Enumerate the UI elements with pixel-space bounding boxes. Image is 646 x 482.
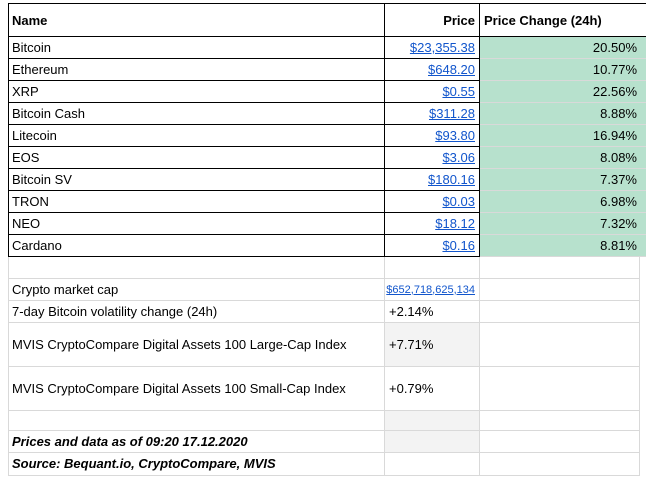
column-header-name: Name — [8, 4, 385, 37]
source-note: Source: Bequant.io, CryptoCompare, MVIS — [8, 453, 385, 476]
price-cell: $648.20 — [385, 59, 480, 81]
price-link[interactable]: $0.55 — [442, 84, 475, 99]
stat-label: MVIS CryptoCompare Digital Assets 100 La… — [8, 323, 385, 367]
data-timestamp-note: Prices and data as of 09:20 17.12.2020 — [8, 431, 385, 453]
table-row: Litecoin $93.80 16.94% — [8, 125, 646, 147]
price-change-cell: 6.98% — [480, 191, 646, 213]
price-change-cell: 7.32% — [480, 213, 646, 235]
stat-label: 7-day Bitcoin volatility change (24h) — [8, 301, 385, 323]
price-cell: $180.16 — [385, 169, 480, 191]
stats-section: Crypto market cap $652,718,625,134 7-day… — [8, 257, 646, 476]
crypto-name-cell: TRON — [8, 191, 385, 213]
stat-row: 7-day Bitcoin volatility change (24h) +2… — [8, 301, 646, 323]
table-header-row: Name Price Price Change (24h) — [8, 4, 646, 37]
price-link[interactable]: $180.16 — [428, 172, 475, 187]
price-cell: $3.06 — [385, 147, 480, 169]
crypto-name-cell: XRP — [8, 81, 385, 103]
stat-value-cell: $652,718,625,134 — [385, 279, 480, 301]
market-cap-link[interactable]: $652,718,625,134 — [386, 283, 475, 296]
price-cell: $23,355.38 — [385, 37, 480, 59]
column-header-price: Price — [385, 4, 480, 37]
footer-row: Source: Bequant.io, CryptoCompare, MVIS — [8, 453, 646, 476]
stat-label: Crypto market cap — [8, 279, 385, 301]
price-cell: $0.55 — [385, 81, 480, 103]
price-change-cell: 8.81% — [480, 235, 646, 257]
price-cell: $93.80 — [385, 125, 480, 147]
stat-value: +0.79% — [385, 367, 480, 411]
table-row: Bitcoin $23,355.38 20.50% — [8, 37, 646, 59]
crypto-name-cell: Bitcoin Cash — [8, 103, 385, 125]
price-change-cell: 22.56% — [480, 81, 646, 103]
stat-row: MVIS CryptoCompare Digital Assets 100 La… — [8, 323, 646, 367]
stat-label: MVIS CryptoCompare Digital Assets 100 Sm… — [8, 367, 385, 411]
price-change-cell: 16.94% — [480, 125, 646, 147]
crypto-name-cell: NEO — [8, 213, 385, 235]
price-change-cell: 7.37% — [480, 169, 646, 191]
price-link[interactable]: $648.20 — [428, 62, 475, 77]
spacer-row — [8, 411, 646, 431]
spacer-row — [8, 257, 646, 279]
price-link[interactable]: $18.12 — [435, 216, 475, 231]
crypto-name-cell: Litecoin — [8, 125, 385, 147]
table-row: EOS $3.06 8.08% — [8, 147, 646, 169]
price-link[interactable]: $93.80 — [435, 128, 475, 143]
table-row: XRP $0.55 22.56% — [8, 81, 646, 103]
price-change-cell: 10.77% — [480, 59, 646, 81]
column-header-change: Price Change (24h) — [480, 4, 646, 37]
table-row: Bitcoin SV $180.16 7.37% — [8, 169, 646, 191]
table-row: Ethereum $648.20 10.77% — [8, 59, 646, 81]
stat-value: +7.71% — [385, 323, 480, 367]
price-cell: $0.03 — [385, 191, 480, 213]
price-cell: $18.12 — [385, 213, 480, 235]
stat-value: +2.14% — [385, 301, 480, 323]
crypto-name-cell: Ethereum — [8, 59, 385, 81]
crypto-price-table: Name Price Price Change (24h) Bitcoin $2… — [8, 3, 646, 257]
price-link[interactable]: $0.16 — [442, 238, 475, 253]
crypto-name-cell: Cardano — [8, 235, 385, 257]
crypto-name-cell: EOS — [8, 147, 385, 169]
table-row: TRON $0.03 6.98% — [8, 191, 646, 213]
table-row: NEO $18.12 7.32% — [8, 213, 646, 235]
table-row: Bitcoin Cash $311.28 8.88% — [8, 103, 646, 125]
price-cell: $311.28 — [385, 103, 480, 125]
stat-row: MVIS CryptoCompare Digital Assets 100 Sm… — [8, 367, 646, 411]
price-change-cell: 8.08% — [480, 147, 646, 169]
price-link[interactable]: $311.28 — [428, 106, 475, 121]
price-link[interactable]: $23,355.38 — [409, 40, 475, 55]
price-link[interactable]: $0.03 — [442, 194, 475, 209]
table-row: Cardano $0.16 8.81% — [8, 235, 646, 257]
price-cell: $0.16 — [385, 235, 480, 257]
footer-row: Prices and data as of 09:20 17.12.2020 — [8, 431, 646, 453]
crypto-name-cell: Bitcoin SV — [8, 169, 385, 191]
price-change-cell: 8.88% — [480, 103, 646, 125]
price-change-cell: 20.50% — [480, 37, 646, 59]
stat-row: Crypto market cap $652,718,625,134 — [8, 279, 646, 301]
crypto-name-cell: Bitcoin — [8, 37, 385, 59]
price-link[interactable]: $3.06 — [442, 150, 475, 165]
